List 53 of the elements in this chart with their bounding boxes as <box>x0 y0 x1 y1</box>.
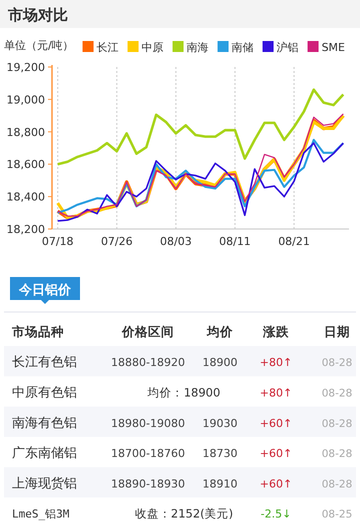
text: 今日铝价 <box>18 283 72 298</box>
text: 18910 <box>202 477 238 490</box>
x-tick-label: 08/11 <box>219 235 251 248</box>
category-label: 长江有色铝 <box>12 355 77 370</box>
text: 08-25 <box>322 508 352 521</box>
text: 均价：18900 <box>148 385 220 400</box>
chart-title: 市场对比 <box>7 6 68 24</box>
category-label: 日期 <box>324 324 350 339</box>
category-label: 市场品种 <box>11 324 64 339</box>
x-tick-label: 07/18 <box>42 235 74 248</box>
category-label: 中原有色铝 <box>12 385 77 400</box>
text: 08-28 <box>322 478 352 490</box>
text: 19030 <box>202 416 238 430</box>
text: -2.5↓ <box>260 508 292 521</box>
category-label: 涨跌 <box>262 324 290 339</box>
text: 18890-18930 <box>111 477 185 490</box>
legend-label: 南海 <box>186 41 209 54</box>
category-label: 南海有色铝 <box>12 416 77 431</box>
text: 08-28 <box>322 357 352 370</box>
legend-label: 长江 <box>96 41 119 54</box>
y-tick-label: 19,000 <box>6 93 45 106</box>
y-tick-label: 18,200 <box>6 223 45 236</box>
text: 收盘：2152(美元) <box>134 506 234 521</box>
text: +60↑ <box>260 416 292 430</box>
y-axis-title: 单位（元/吨） <box>4 39 74 52</box>
legend-label: 中原 <box>142 41 164 54</box>
legend-label: 南储 <box>232 41 254 54</box>
text: 18730 <box>202 447 238 460</box>
text: +80↑ <box>260 356 292 370</box>
text: 18880-18920 <box>111 356 185 370</box>
y-tick-label: 18,800 <box>6 126 45 139</box>
category-label: LmeS_铝3M <box>12 508 70 521</box>
text: 08-28 <box>322 387 352 400</box>
text: 18900 <box>202 356 238 370</box>
category-label: 价格区间 <box>121 324 174 339</box>
legend-label: SME <box>322 41 346 54</box>
y-tick-label: 18,600 <box>6 158 45 172</box>
x-tick-label: 08/03 <box>160 235 192 248</box>
y-tick-label: 18,400 <box>6 190 45 204</box>
category-label: 上海现货铝 <box>12 476 77 492</box>
y-tick-label: 19,200 <box>6 61 45 74</box>
text: 18700-18760 <box>111 447 185 460</box>
text: +60↑ <box>260 477 292 490</box>
text: +80↑ <box>260 386 292 400</box>
category-label: 均价 <box>206 324 234 339</box>
x-tick-label: 07/26 <box>100 235 133 248</box>
text: 18980-19080 <box>111 416 185 430</box>
x-tick-label: 08/21 <box>278 235 310 248</box>
text: +60↑ <box>260 447 292 460</box>
legend-label: 沪铝 <box>276 41 299 54</box>
text: 08-28 <box>322 448 352 460</box>
category-label: 广东南储铝 <box>12 446 77 462</box>
text: 08-28 <box>322 418 352 430</box>
